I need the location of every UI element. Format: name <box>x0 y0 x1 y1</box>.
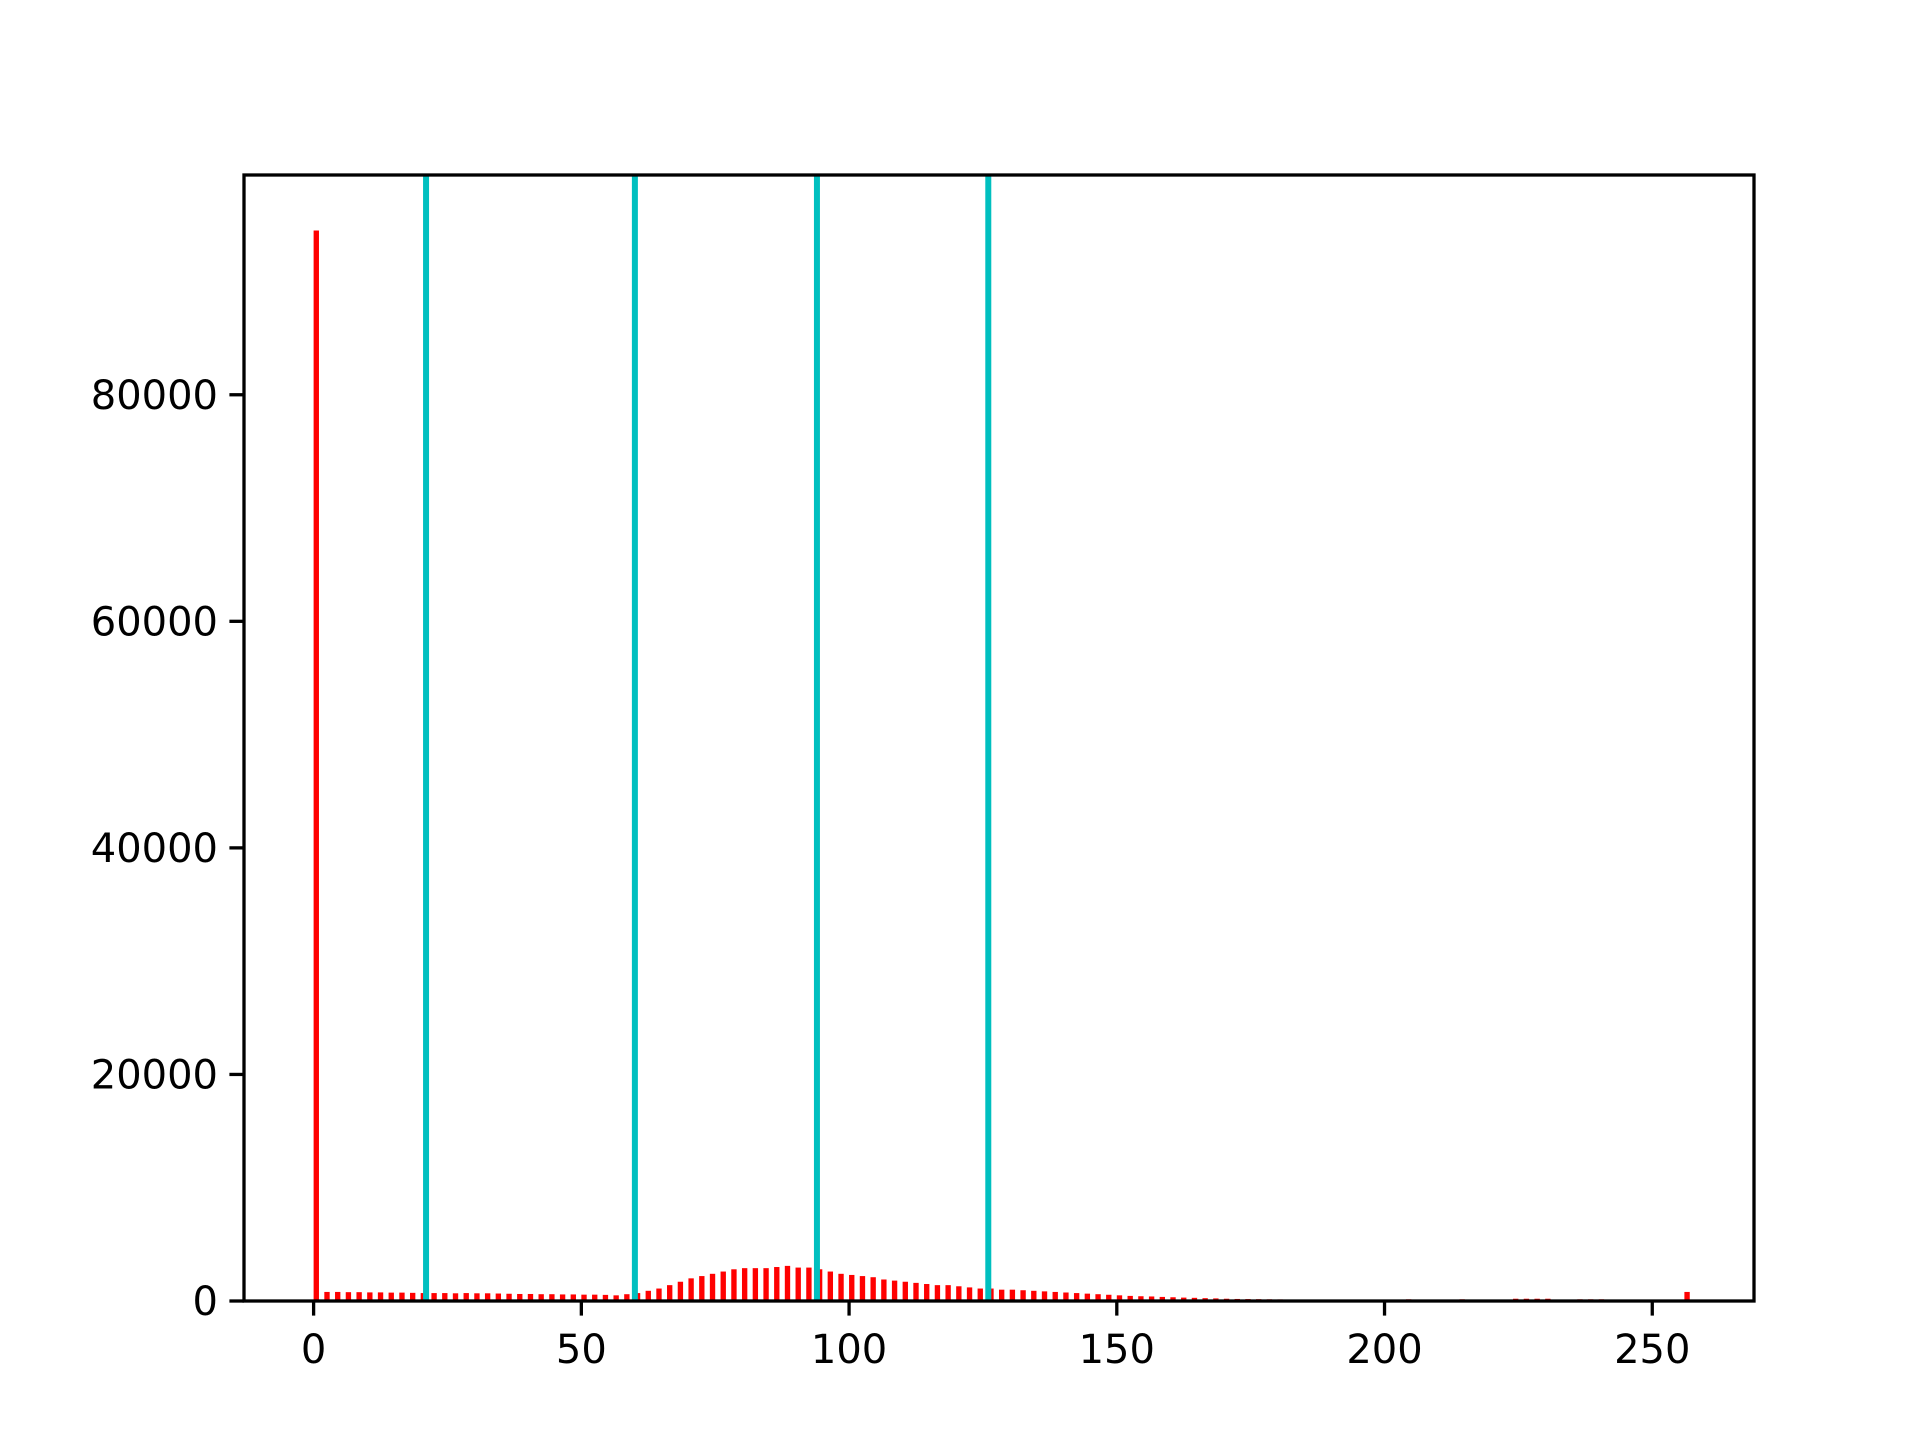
bar <box>1041 1291 1048 1301</box>
bar <box>1106 1294 1112 1301</box>
bar <box>913 1282 919 1301</box>
bar <box>731 1269 737 1301</box>
bar <box>656 1288 662 1301</box>
bar <box>784 1265 791 1301</box>
bar <box>1052 1291 1058 1301</box>
bar <box>891 1280 898 1301</box>
bar <box>313 230 319 1301</box>
bar <box>849 1274 855 1301</box>
bar <box>645 1290 651 1301</box>
y-tick-label: 60000 <box>91 599 218 645</box>
bar <box>945 1285 951 1301</box>
bar <box>677 1281 684 1301</box>
y-tick-label: 40000 <box>91 826 218 872</box>
bar <box>720 1271 726 1301</box>
bar <box>345 1292 352 1301</box>
bar <box>495 1293 502 1301</box>
bar <box>1073 1293 1080 1301</box>
bar <box>795 1267 801 1301</box>
bar <box>956 1286 962 1301</box>
bar <box>1148 1296 1155 1301</box>
bar <box>838 1273 844 1301</box>
bar <box>463 1293 469 1301</box>
bar <box>474 1293 480 1301</box>
bar <box>709 1273 716 1301</box>
bar <box>688 1278 694 1301</box>
bar <box>1031 1290 1037 1301</box>
bar <box>1170 1297 1176 1301</box>
bar <box>559 1294 566 1301</box>
bar <box>1020 1290 1026 1301</box>
y-tick-label: 0 <box>193 1279 218 1325</box>
bar <box>388 1292 394 1301</box>
x-tick-label: 200 <box>1346 1327 1422 1373</box>
y-tick-label: 20000 <box>91 1052 218 1098</box>
bar <box>1138 1296 1144 1301</box>
bar <box>870 1277 876 1301</box>
bar <box>517 1293 523 1301</box>
bar <box>581 1294 587 1301</box>
bar <box>699 1276 705 1301</box>
bar <box>549 1294 555 1301</box>
bar <box>752 1268 759 1301</box>
bar <box>538 1294 544 1301</box>
bar <box>602 1294 609 1301</box>
bar <box>924 1284 930 1301</box>
bar <box>399 1292 405 1301</box>
bar <box>409 1292 416 1301</box>
bar <box>1095 1294 1101 1301</box>
bar <box>881 1279 887 1301</box>
bar <box>624 1294 630 1301</box>
y-tick-label: 80000 <box>91 373 218 419</box>
bar <box>1181 1297 1187 1301</box>
bar <box>774 1267 780 1301</box>
bar <box>527 1293 534 1301</box>
bar <box>1127 1295 1133 1301</box>
bar <box>452 1293 459 1301</box>
bar <box>966 1287 973 1301</box>
x-tick-label: 150 <box>1079 1327 1155 1373</box>
bar <box>741 1268 748 1301</box>
bar <box>1684 1291 1690 1301</box>
bar <box>859 1276 866 1301</box>
x-tick-label: 0 <box>301 1327 326 1373</box>
x-tick-label: 250 <box>1614 1327 1690 1373</box>
bar <box>592 1294 598 1301</box>
bar <box>431 1293 437 1301</box>
bar <box>1084 1293 1091 1301</box>
bar <box>335 1291 341 1301</box>
bar <box>667 1285 673 1301</box>
axes-frame <box>242 173 1756 1303</box>
bar <box>442 1293 448 1301</box>
bar <box>827 1271 834 1301</box>
x-tick-label: 50 <box>556 1327 607 1373</box>
bar <box>977 1288 983 1301</box>
bar <box>1116 1295 1123 1301</box>
x-tick-label: 100 <box>811 1327 887 1373</box>
bar <box>1063 1292 1069 1301</box>
bar <box>570 1294 576 1301</box>
bar <box>999 1289 1005 1301</box>
bar <box>763 1268 769 1301</box>
bar <box>613 1295 619 1301</box>
bar <box>356 1292 362 1301</box>
bar <box>902 1281 908 1301</box>
bar <box>934 1285 941 1301</box>
bar <box>367 1292 373 1301</box>
bar <box>1159 1296 1165 1301</box>
bar <box>377 1292 384 1301</box>
bar <box>506 1293 512 1301</box>
bar <box>324 1291 330 1301</box>
bar <box>484 1293 491 1301</box>
bar <box>806 1267 812 1301</box>
bar <box>1009 1289 1016 1301</box>
